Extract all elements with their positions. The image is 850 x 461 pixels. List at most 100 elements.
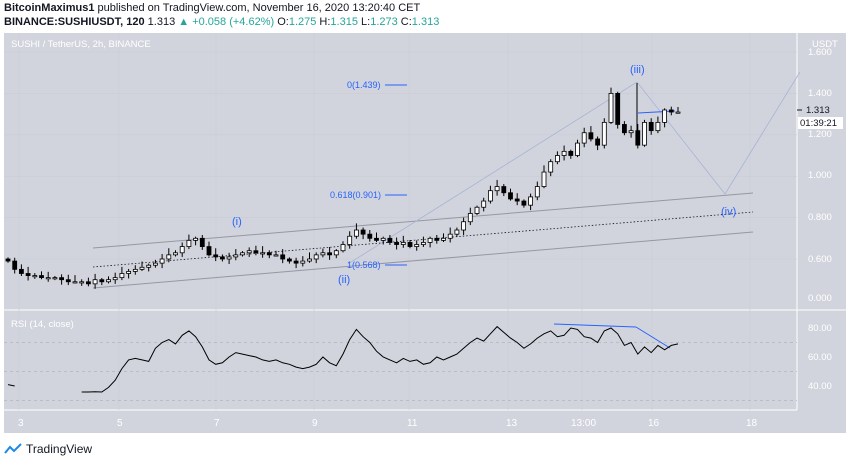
candle-body-6 [45, 277, 51, 280]
pane-title: SUSHI / TetherUS, 2h, BINANCE [11, 39, 151, 50]
publisher-line: BitcoinMaximus1 published on TradingView… [4, 2, 420, 14]
candle-body-0 [5, 258, 11, 262]
price-tick-0000: 0.000 [808, 293, 832, 304]
candle-body-54 [367, 233, 373, 239]
candle-body-36 [246, 250, 252, 254]
candle-body-8 [59, 277, 64, 281]
candle-body-93 [628, 130, 634, 134]
candle-body-70 [474, 206, 480, 214]
rsi-divergence-line-drop[interactable] [635, 326, 671, 349]
candle-body-94 [635, 130, 641, 146]
rsi-series [7, 325, 679, 393]
low-label: L: [361, 16, 371, 28]
candle-body-34 [233, 254, 239, 258]
rsi-tick-40: 40.00 [808, 381, 832, 392]
price-axis-ticks: USDT 1.600 1.400 1.200 1.000 0.800 0.600… [808, 39, 838, 304]
candle-body-73 [494, 186, 500, 192]
candle-body-77 [521, 200, 527, 206]
fib-label-0: 0(1.439) [347, 80, 381, 90]
candle-body-89 [601, 121, 607, 146]
candle-body-99 [668, 109, 674, 113]
candle-body-2 [18, 268, 24, 274]
high-value: 1.315 [330, 16, 358, 28]
candle-body-88 [595, 138, 600, 146]
time-label-16: 16 [648, 418, 660, 429]
candle-body-31 [213, 254, 219, 258]
price-tick-0800: 0.800 [808, 212, 832, 223]
footer-brand[interactable]: TradingView [4, 441, 92, 457]
candle-body-98 [662, 109, 667, 123]
candle-body-56 [380, 237, 386, 241]
candle-body-22 [152, 262, 158, 266]
candle-body-85 [575, 142, 580, 156]
time-axis-panel[interactable] [4, 410, 846, 433]
candle-body-19 [132, 268, 138, 272]
candle-body-61 [414, 244, 420, 247]
time-label-5: 5 [117, 418, 123, 429]
candle-body-95 [642, 121, 647, 146]
candle-body-90 [608, 93, 614, 123]
candle-body-57 [387, 237, 393, 243]
candle-body-25 [173, 252, 178, 256]
rsi-divergence-line-top[interactable] [553, 323, 637, 328]
candle-body-84 [568, 150, 574, 156]
candle-body-66 [447, 233, 453, 239]
candle-body-86 [581, 132, 587, 144]
candle-body-16 [112, 277, 118, 281]
candle-body-10 [72, 281, 78, 284]
time-axis-labels: 3 5 7 9 11 13 13:00 16 18 [18, 418, 758, 429]
price-axis-panel[interactable] [797, 33, 846, 433]
candle-body-17 [119, 273, 125, 279]
publisher-user[interactable]: BitcoinMaximus1 [4, 2, 95, 14]
price-tick-0600: 0.600 [808, 254, 832, 265]
price-tick-1200: 1.200 [808, 129, 832, 140]
candle-body-51 [347, 235, 353, 245]
candle-body-52 [353, 229, 359, 237]
candle-body-13 [92, 279, 98, 285]
wave-label-iii[interactable]: (iii) [630, 64, 645, 76]
candle-body-28 [193, 237, 199, 241]
candle-body-4 [32, 275, 38, 278]
candle-body-59 [400, 242, 406, 245]
candle-body-24 [166, 254, 172, 260]
wave-label-i[interactable]: (i) [232, 216, 242, 228]
candle-body-42 [286, 258, 292, 262]
open-value: 1.275 [288, 16, 317, 28]
candle-body-44 [300, 260, 306, 264]
candle-body-92 [622, 124, 627, 134]
candle-body-47 [320, 252, 326, 256]
price-tick-1000: 1.000 [808, 170, 832, 181]
candle-body-55 [374, 237, 379, 241]
time-label-7: 7 [214, 418, 220, 429]
candle-body-78 [528, 196, 533, 206]
channel-lower-line[interactable] [92, 231, 754, 289]
time-label-3: 3 [18, 418, 24, 429]
last-price-tag-box [798, 104, 832, 116]
close-value: 1.313 [411, 16, 440, 28]
time-label-11: 11 [407, 418, 418, 429]
candle-body-58 [394, 242, 400, 245]
drawing-layer[interactable]: (i) (ii) (iii) (iv) 0(1.439) 0.618(0.901… [92, 64, 801, 349]
last-price: 1.313 [147, 16, 176, 28]
price-axis-currency: USDT [812, 39, 838, 50]
candle-body-87 [588, 132, 594, 140]
time-label-1300: 13:00 [571, 418, 596, 429]
candle-body-81 [548, 161, 554, 173]
candle-body-14 [99, 279, 105, 283]
last-price-tag-value: 1.313 [806, 105, 830, 116]
candle-body-72 [487, 190, 493, 202]
countdown-value: 01:39:21 [800, 118, 837, 129]
wave-label-iv[interactable]: (iv) [721, 206, 736, 218]
candlestick-series [5, 83, 681, 289]
price-tick-1600: 1.600 [808, 47, 832, 58]
top-trendline[interactable] [637, 110, 676, 114]
wave-label-ii[interactable]: (ii) [338, 274, 350, 286]
wave-projection-line[interactable] [347, 71, 801, 265]
countdown-box [798, 117, 843, 129]
candle-body-26 [179, 246, 185, 254]
candle-body-27 [186, 239, 192, 247]
publisher-text: published on TradingView.com, November 1… [97, 2, 421, 14]
candle-body-15 [106, 279, 111, 283]
candle-body-1 [12, 260, 18, 270]
